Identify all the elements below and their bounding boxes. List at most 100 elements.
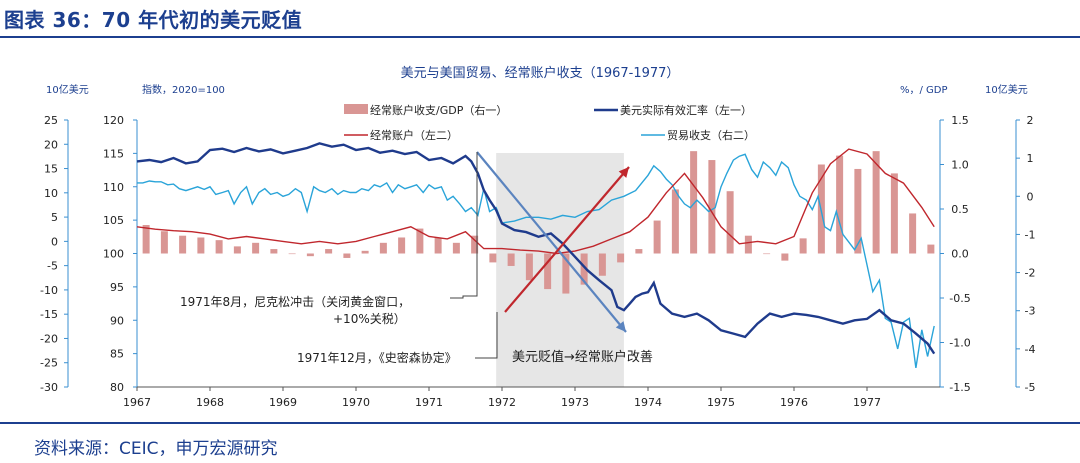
current-account-up-arrow: [504, 166, 630, 313]
x-tick-label: 1971: [415, 396, 443, 409]
legend-label: 经常账户（左二）: [370, 128, 458, 142]
ca-gdp-bar: [252, 242, 260, 254]
ca-gdp-bar: [580, 253, 588, 285]
ca-gdp-bar: [361, 250, 369, 254]
x-tick-label: 1977: [853, 396, 881, 409]
x-tick-label: 1972: [488, 396, 516, 409]
y-tick-label: -0.5: [949, 292, 970, 305]
chart-title: 美元与美国贸易、经常账户收支（1967-1977）: [401, 65, 680, 81]
ca-gdp-bar: [452, 242, 460, 254]
ca-gdp-bar: [416, 228, 424, 254]
y-tick-label: -25: [40, 357, 58, 370]
annotation-devaluation: 美元贬值→经常账户改善: [512, 349, 653, 365]
ca-gdp-bar: [434, 237, 442, 254]
inner-right-axis-title: %，/ GDP: [900, 85, 948, 96]
x-tick-label: 1973: [561, 396, 589, 409]
ca-gdp-bar: [142, 225, 150, 254]
source-note: 资料来源：CEIC，申万宏源研究: [34, 439, 278, 459]
y-tick-label: 1: [1027, 152, 1034, 165]
y-tick-label: -5: [1025, 381, 1036, 394]
legend-label: 美元实际有效汇率（左一）: [620, 103, 752, 117]
ca-gdp-bar: [160, 231, 168, 254]
y-tick-label: 120: [103, 114, 124, 127]
x-tick-label: 1968: [196, 396, 224, 409]
x-tick-label: 1969: [269, 396, 297, 409]
y-tick-label: 1.0: [951, 159, 969, 172]
ca-gdp-bar: [179, 235, 187, 254]
y-tick-label: -10: [40, 284, 58, 297]
legend-label: 经常账户收支/GDP（右一）: [370, 103, 507, 117]
x-tick-label: 1974: [634, 396, 662, 409]
chart-area: 美元与美国贸易、经常账户收支（1967-1977） 10亿美元 指数，2020=…: [40, 65, 1036, 409]
ca-gdp-bar: [799, 238, 807, 254]
ca-gdp-bar: [781, 253, 789, 261]
y-tick-label: 95: [110, 281, 124, 294]
y-tick-label: -4: [1025, 343, 1036, 356]
y-tick-label: 25: [44, 114, 58, 127]
ca-gdp-bar: [890, 173, 898, 254]
y-tick-label: 115: [103, 147, 124, 160]
y-tick-label: -1.0: [949, 337, 970, 350]
ca-gdp-bar: [744, 235, 752, 254]
annotation-connector: [475, 312, 498, 359]
figure-title: 图表 36：70 年代初的美元贬值: [4, 8, 303, 32]
ca-gdp-bar: [653, 220, 661, 254]
y-tick-label: 15: [44, 163, 58, 176]
x-tick-label: 1976: [780, 396, 808, 409]
source-rule: [0, 422, 1080, 424]
ca-gdp-bar: [671, 189, 679, 254]
ca-gdp-bar: [854, 168, 862, 254]
y-tick-label: 85: [110, 348, 124, 361]
ca-gdp-bar: [927, 244, 935, 254]
current-account-line: [136, 148, 935, 255]
y-tick-label: -1: [1025, 228, 1036, 241]
ca-gdp-bar: [197, 237, 205, 254]
legend-label: 贸易收支（右二）: [667, 128, 755, 142]
y-tick-label: 2: [1027, 114, 1034, 127]
y-tick-label: -2: [1025, 267, 1036, 280]
annotation-nixon-shock: 1971年8月，尼克松冲击（关闭黄金窗口，: [180, 294, 410, 309]
ca-gdp-bar: [379, 242, 387, 254]
ca-gdp-bar: [306, 253, 314, 257]
ca-gdp-bar: [909, 213, 917, 254]
ca-gdp-bar: [544, 253, 552, 290]
y-tick-label: 20: [44, 138, 58, 151]
y-tick-label: 10: [44, 187, 58, 200]
y-tick-label: 0: [51, 235, 58, 248]
ca-gdp-bar: [635, 249, 643, 254]
outer-left-axis-title: 10亿美元: [46, 83, 89, 96]
ca-gdp-bar: [233, 246, 241, 254]
reer-down-arrow-head: [615, 321, 626, 332]
y-tick-label: 0.0: [951, 248, 969, 261]
ca-gdp-bar: [525, 253, 533, 281]
outer-right-axis-title: 10亿美元: [985, 83, 1028, 96]
ca-gdp-bar: [708, 160, 716, 254]
x-tick-label: 1967: [123, 396, 151, 409]
y-tick-label: -3: [1025, 305, 1036, 318]
y-tick-label: 110: [103, 181, 124, 194]
ca-gdp-bar: [690, 151, 698, 254]
ca-gdp-bar: [343, 253, 351, 258]
ca-gdp-bar: [598, 253, 606, 276]
x-tick-label: 1975: [707, 396, 735, 409]
ca-gdp-bar: [617, 253, 625, 263]
y-tick-label: 80: [110, 381, 124, 394]
ca-gdp-bar: [471, 235, 479, 254]
y-tick-label: 0: [1027, 190, 1034, 203]
annotation-smithsonian: 1971年12月，《史密森协定》: [297, 350, 457, 365]
reer-down-arrow: [476, 151, 627, 333]
ca-gdp-bar: [270, 249, 278, 254]
y-tick-label: -1.5: [949, 381, 970, 394]
inner-left-axis-title: 指数，2020=100: [142, 83, 225, 96]
ca-gdp-bar: [325, 249, 333, 254]
y-tick-label: -5: [47, 260, 58, 273]
y-tick-label: -30: [40, 381, 58, 394]
ca-gdp-bar: [726, 191, 734, 254]
y-tick-label: 100: [103, 248, 124, 261]
annotation-connector: [450, 152, 478, 299]
ca-gdp-bar: [836, 155, 844, 254]
y-tick-label: -15: [40, 308, 58, 321]
y-tick-label: 0.5: [951, 203, 969, 216]
annotation-nixon-shock: +10%关税）: [333, 312, 406, 326]
y-tick-label: 90: [110, 314, 124, 327]
